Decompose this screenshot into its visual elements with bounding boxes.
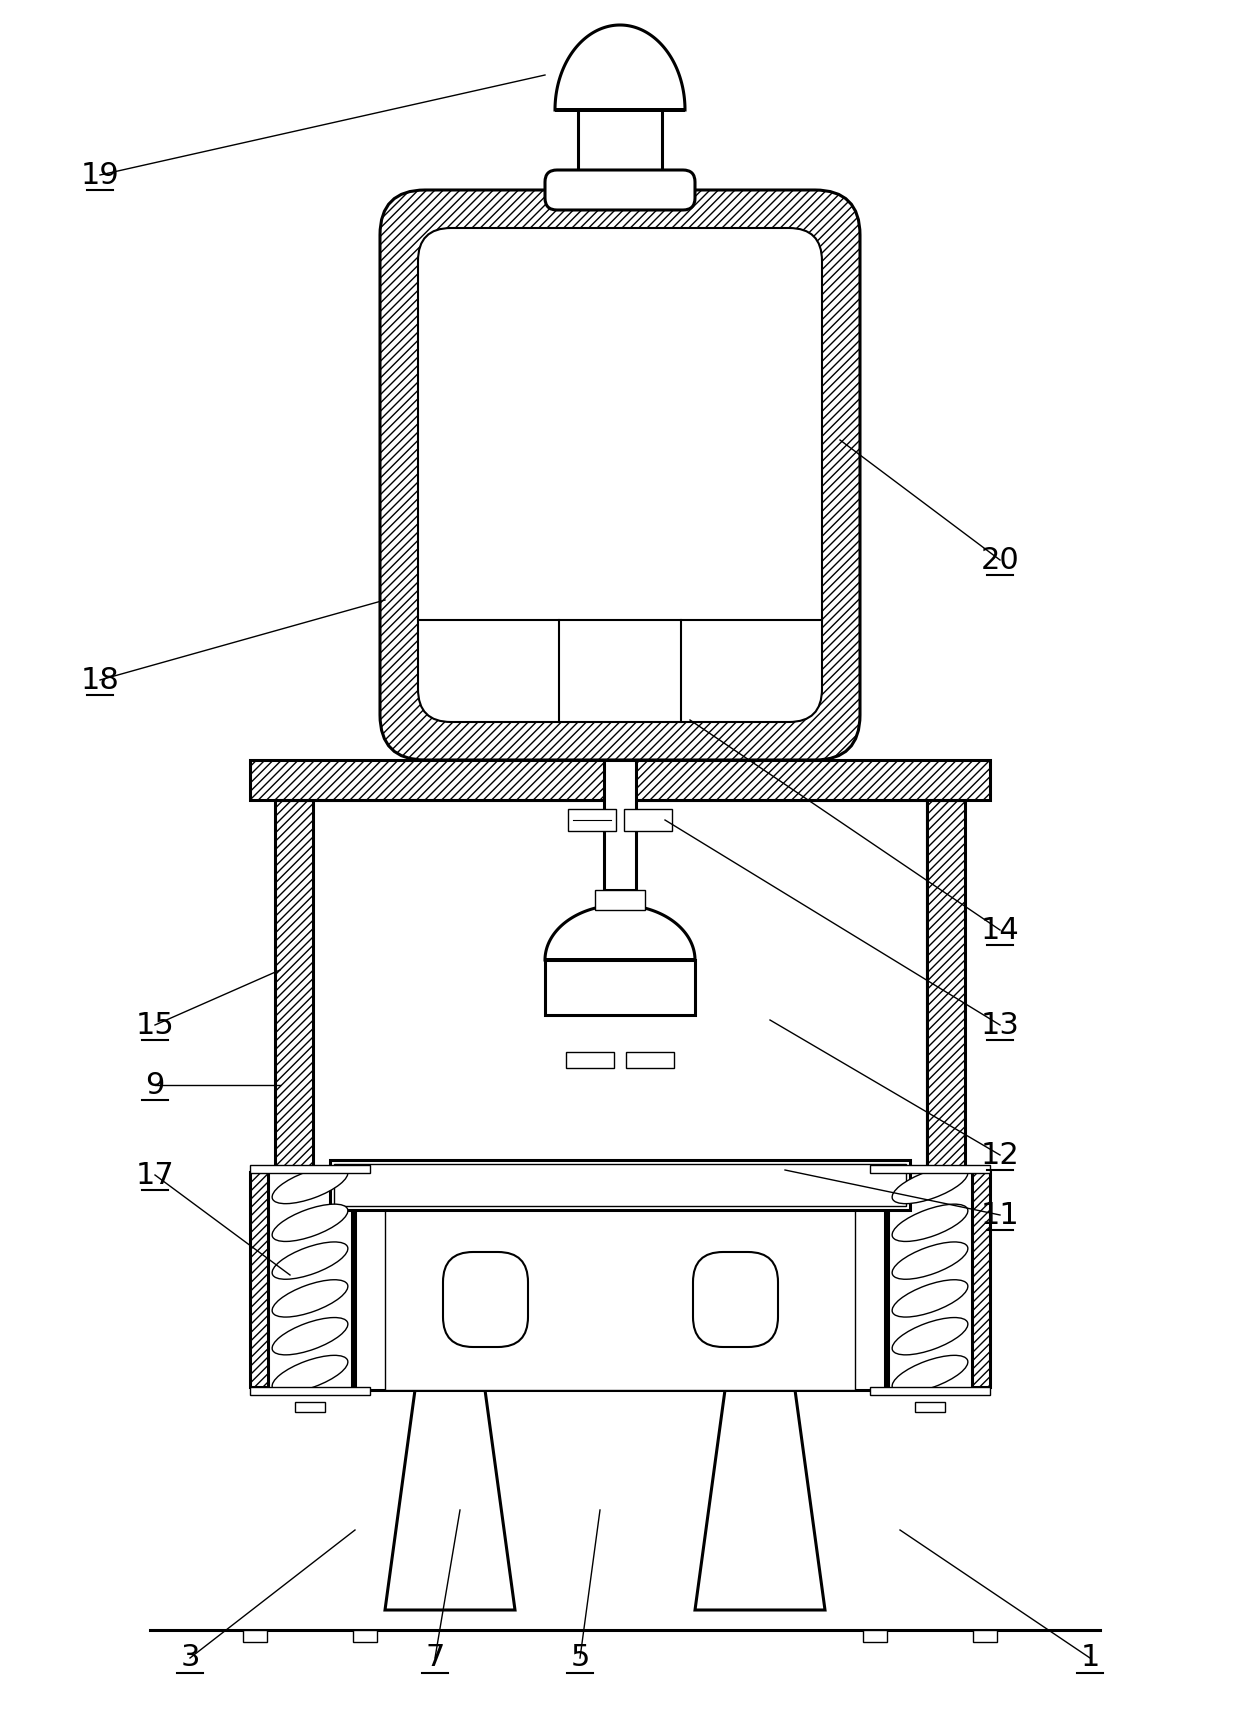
Text: 11: 11 — [981, 1200, 1019, 1230]
Bar — [565, 1052, 614, 1067]
FancyBboxPatch shape — [379, 190, 861, 760]
Bar — [546, 960, 694, 1015]
Bar — [626, 1052, 675, 1067]
Polygon shape — [694, 1390, 825, 1610]
Ellipse shape — [892, 1166, 968, 1204]
Text: 17: 17 — [135, 1161, 175, 1190]
Ellipse shape — [272, 1280, 348, 1318]
Bar — [355, 1205, 885, 1390]
Bar — [595, 889, 645, 910]
FancyBboxPatch shape — [418, 228, 822, 722]
Ellipse shape — [272, 1166, 348, 1204]
Text: 1: 1 — [1080, 1644, 1100, 1672]
Bar — [275, 800, 312, 1169]
Polygon shape — [384, 1390, 515, 1610]
Ellipse shape — [892, 1242, 968, 1280]
Bar — [295, 1402, 325, 1413]
Ellipse shape — [892, 1318, 968, 1356]
FancyBboxPatch shape — [693, 1252, 777, 1347]
Bar — [870, 1166, 990, 1173]
Bar — [870, 1173, 888, 1387]
Text: 5: 5 — [570, 1644, 590, 1672]
Text: 15: 15 — [135, 1010, 175, 1040]
Bar — [604, 760, 636, 889]
Text: 13: 13 — [981, 1010, 1019, 1040]
Text: 3: 3 — [180, 1644, 200, 1672]
FancyBboxPatch shape — [443, 1252, 528, 1347]
Ellipse shape — [272, 1204, 348, 1242]
Bar — [973, 1630, 997, 1642]
Bar — [972, 1173, 990, 1387]
Ellipse shape — [892, 1204, 968, 1242]
Bar — [863, 1630, 887, 1642]
Ellipse shape — [272, 1242, 348, 1280]
Text: 7: 7 — [425, 1644, 445, 1672]
FancyBboxPatch shape — [546, 169, 694, 211]
Bar — [250, 760, 990, 800]
Bar — [915, 1402, 945, 1413]
Bar — [384, 1205, 856, 1390]
Text: 12: 12 — [981, 1140, 1019, 1169]
Ellipse shape — [892, 1356, 968, 1392]
Bar — [330, 1161, 910, 1211]
Bar — [568, 808, 616, 831]
Bar — [606, 865, 634, 910]
Bar — [250, 1173, 268, 1387]
Polygon shape — [546, 905, 694, 960]
Bar — [250, 1387, 370, 1395]
Bar — [353, 1630, 377, 1642]
Text: 19: 19 — [81, 161, 119, 190]
Bar — [312, 800, 928, 1169]
Text: 18: 18 — [81, 665, 119, 694]
Ellipse shape — [272, 1356, 348, 1392]
Bar — [928, 800, 965, 1169]
Bar — [870, 1387, 990, 1395]
Text: 20: 20 — [981, 546, 1019, 575]
Bar — [334, 1164, 906, 1205]
Text: 9: 9 — [145, 1071, 165, 1100]
Bar — [624, 808, 672, 831]
Text: 14: 14 — [981, 915, 1019, 945]
Bar — [352, 1173, 370, 1387]
Polygon shape — [556, 24, 684, 111]
Ellipse shape — [272, 1318, 348, 1356]
Bar — [250, 1166, 370, 1173]
Bar — [243, 1630, 267, 1642]
Ellipse shape — [892, 1280, 968, 1318]
